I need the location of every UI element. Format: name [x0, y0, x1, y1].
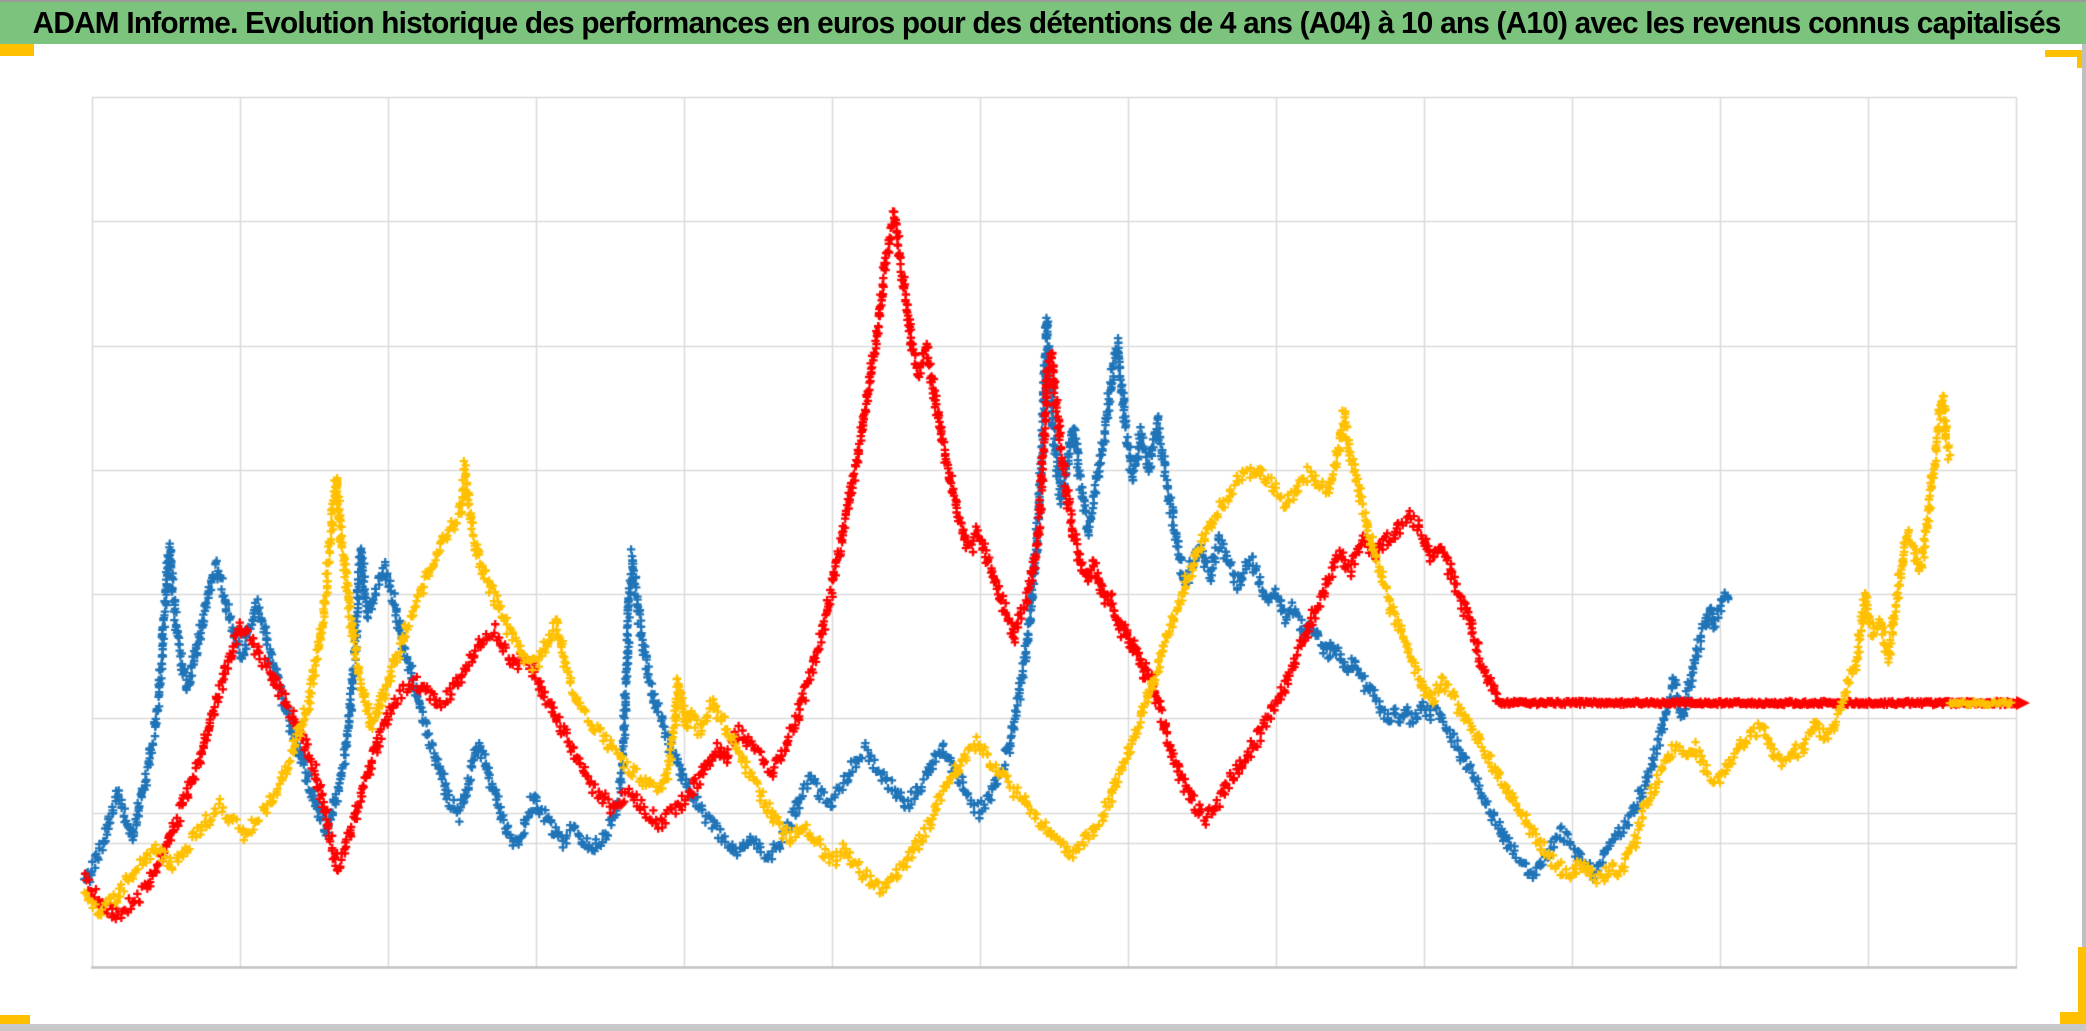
- right-edge-line: [2082, 44, 2086, 947]
- page-title: ADAM Informe. Evolution historique des p…: [32, 5, 2062, 40]
- yellow-corner-accent-top-right: [2045, 50, 2086, 57]
- bottom-gray-bar: [0, 1024, 2086, 1031]
- yellow-corner-accent-bottom-right-bar: [2078, 947, 2086, 1031]
- yellow-corner-accent-top-right-stub: [2077, 50, 2086, 68]
- top-edge-line: [0, 0, 2086, 2]
- title-bar: ADAM Informe. Evolution historique des p…: [0, 2, 2086, 44]
- yellow-corner-accent-top-left: [0, 44, 34, 56]
